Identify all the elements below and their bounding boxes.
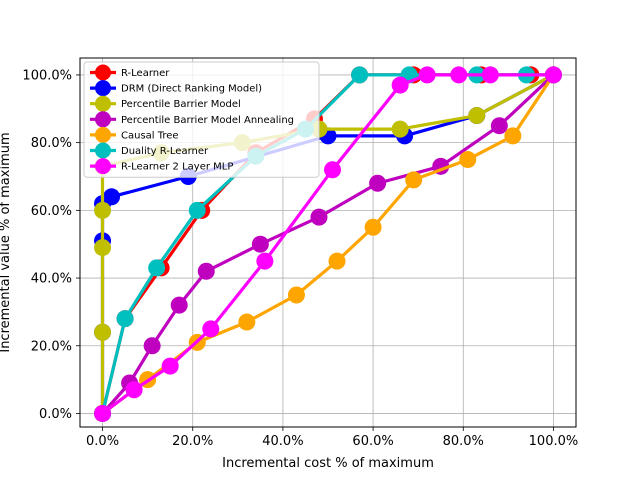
data-point	[202, 320, 220, 338]
data-point	[459, 151, 477, 169]
data-point	[364, 218, 382, 236]
data-point	[161, 357, 179, 375]
x-tick-label: 40.0%	[262, 434, 303, 449]
x-tick-label: 60.0%	[352, 434, 393, 449]
legend: R-Learner DRM (Direct Ranking Model) Perce…	[83, 61, 320, 178]
data-point	[405, 171, 423, 189]
data-point	[116, 310, 134, 328]
legend-swatch-marker	[95, 142, 111, 159]
data-point	[170, 296, 188, 314]
legend-item: R-Learner 2 Layer MLP	[90, 158, 233, 175]
data-point	[148, 259, 166, 277]
data-point	[125, 381, 143, 399]
x-tick-label: 0.0%	[86, 434, 119, 449]
data-point	[188, 201, 206, 219]
legend-box	[83, 61, 320, 178]
legend-swatch-marker	[95, 126, 111, 143]
data-point	[369, 174, 387, 192]
series-6	[94, 66, 562, 422]
legend-swatch-marker	[95, 158, 111, 175]
x-tick-label: 20.0%	[172, 434, 213, 449]
legend-label: R-Learner 2 Layer MLP	[121, 162, 233, 173]
data-point	[324, 161, 342, 179]
data-point	[94, 239, 112, 257]
data-point	[468, 107, 486, 125]
y-tick-label: 60.0%	[31, 204, 72, 219]
legend-item: Percentile Barrier Model	[90, 95, 241, 112]
data-point	[310, 208, 328, 226]
data-point	[391, 120, 409, 138]
data-point	[103, 188, 121, 206]
legend-label: R-Learner	[121, 68, 170, 79]
y-tick-label: 40.0%	[31, 272, 72, 287]
axis-ticks: 0.0% 20.0% 40.0% 60.0% 80.0% 100.0% 0.0% 20.0% 4…	[22, 68, 578, 449]
data-point	[197, 262, 215, 280]
x-tick-label: 100.0%	[529, 434, 579, 449]
legend-item: Causal Tree	[90, 126, 179, 143]
legend-swatch-marker	[95, 111, 111, 128]
legend-swatch-marker	[95, 95, 111, 112]
legend-item: Duality R-Learner	[90, 142, 209, 159]
legend-swatch-marker	[95, 80, 111, 97]
data-point	[238, 313, 256, 331]
data-point	[418, 66, 436, 84]
data-point	[490, 117, 508, 135]
y-tick-label: 100.0%	[22, 68, 72, 83]
data-point	[251, 235, 269, 253]
data-point	[481, 66, 499, 84]
legend-label: Percentile Barrier Model Annealing	[121, 115, 294, 126]
y-tick-label: 0.0%	[39, 407, 72, 422]
data-point	[287, 286, 305, 304]
x-axis-title: Incremental cost % of maximum	[222, 456, 434, 471]
legend-label: Percentile Barrier Model	[121, 99, 241, 110]
data-point	[94, 201, 112, 219]
legend-item: DRM (Direct Ranking Model)	[90, 80, 262, 97]
legend-item: Percentile Barrier Model Annealing	[90, 111, 294, 128]
data-point	[544, 66, 562, 84]
data-point	[391, 76, 409, 94]
data-point	[328, 252, 346, 270]
data-point	[256, 252, 274, 270]
data-point	[94, 404, 112, 422]
y-tick-label: 20.0%	[31, 339, 72, 354]
legend-label: DRM (Direct Ranking Model)	[121, 84, 262, 95]
legend-label: Duality R-Learner	[121, 146, 209, 157]
data-point	[504, 127, 522, 145]
legend-swatch-marker	[95, 64, 111, 81]
y-tick-label: 80.0%	[31, 136, 72, 151]
legend-item: R-Learner	[90, 64, 170, 81]
data-point	[143, 337, 161, 355]
y-axis-title: Incremental value % of maximum	[0, 132, 13, 352]
data-point	[450, 66, 468, 84]
plot-frame	[79, 57, 577, 428]
legend-label: Causal Tree	[121, 130, 179, 141]
x-tick-label: 80.0%	[443, 434, 484, 449]
data-point	[351, 66, 369, 84]
data-point	[94, 323, 112, 341]
